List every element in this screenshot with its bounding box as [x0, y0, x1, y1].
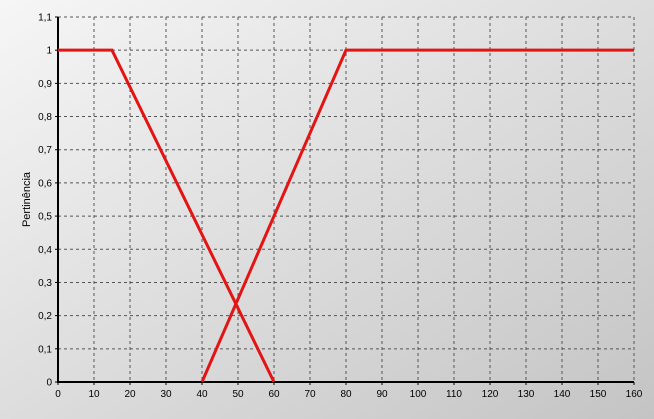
- x-tick-labels: 0 10 20 30 40 50 60 70 80 90 100 110 120 130 140 150 160: [55, 389, 643, 400]
- x-tick-label: 130: [518, 389, 535, 400]
- x-tick-label: 60: [268, 389, 280, 400]
- y-tick-labels: 0 0,1 0,2 0,3 0,4 0,5 0,6 0,7 0,8 0,9 1 1,1: [38, 13, 52, 389]
- x-tick-label: 70: [304, 389, 316, 400]
- x-tick-label: 90: [376, 389, 388, 400]
- x-tick-label: 40: [196, 389, 208, 400]
- y-axis-title: Pertinência: [21, 171, 33, 227]
- y-tick-label: 1,1: [38, 13, 52, 24]
- x-tick-label: 110: [446, 389, 462, 400]
- y-tick-label: 0,5: [38, 212, 52, 223]
- x-tick-label: 0: [55, 389, 61, 400]
- y-tick-label: 0,6: [38, 178, 52, 189]
- x-tick-label: 120: [482, 389, 499, 400]
- series-line-2: [200, 48, 634, 383]
- y-tick-label: 0,4: [38, 245, 52, 256]
- grid-lines: [58, 16, 635, 382]
- axes: [55, 16, 635, 385]
- x-tick-label: 140: [554, 389, 571, 400]
- y-tick-label: 0,2: [38, 311, 52, 322]
- x-tick-label: 30: [160, 389, 172, 400]
- x-tick-label: 80: [340, 389, 352, 400]
- y-tick-label: 0,8: [38, 112, 52, 123]
- y-tick-label: 0: [46, 378, 52, 389]
- x-tick-label: 50: [232, 389, 244, 400]
- y-tick-label: 0,1: [38, 344, 52, 355]
- x-tick-label: 150: [590, 389, 607, 400]
- y-tick-label: 0,9: [38, 79, 52, 90]
- series-line-1: [58, 48, 276, 383]
- x-tick-label: 160: [626, 389, 643, 400]
- x-tick-label: 100: [410, 389, 427, 400]
- y-tick-label: 0,3: [38, 278, 52, 289]
- x-tick-label: 20: [124, 389, 136, 400]
- x-tick-label: 10: [88, 389, 100, 400]
- series-lines: [58, 48, 634, 383]
- y-tick-label: 0,7: [38, 145, 52, 156]
- y-tick-label: 1: [46, 46, 52, 57]
